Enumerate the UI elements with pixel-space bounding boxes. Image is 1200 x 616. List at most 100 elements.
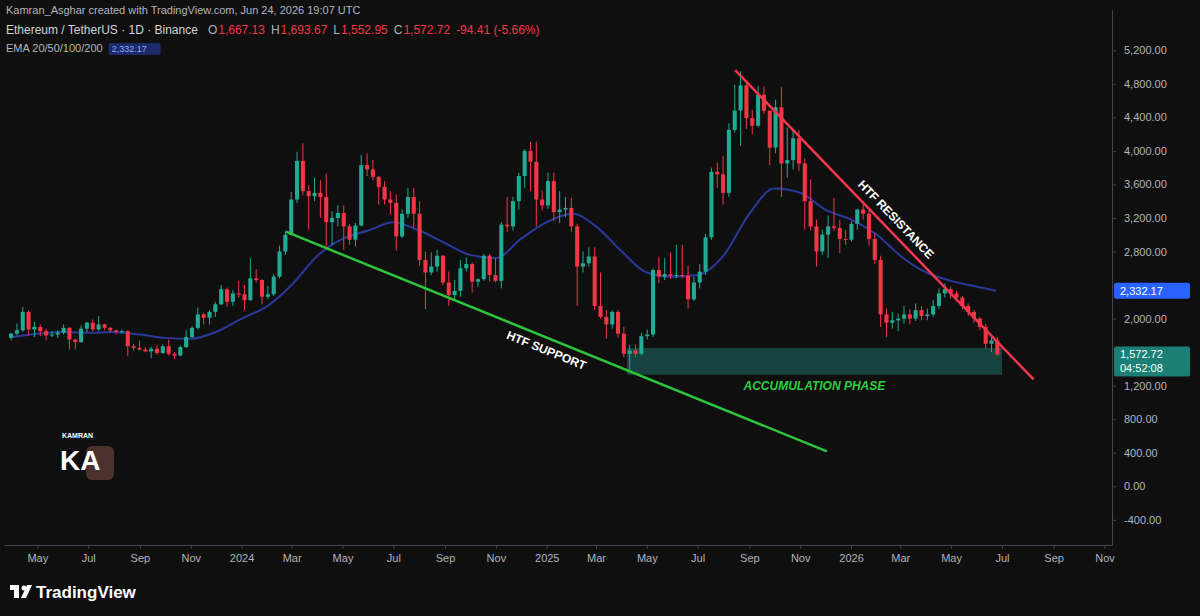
candle (488, 254, 492, 282)
candle (517, 173, 521, 210)
candle (709, 168, 713, 240)
y-tick: 0.00 (1112, 480, 1145, 492)
x-tick-mark (647, 545, 648, 549)
candle-body (616, 312, 620, 334)
y-tick-label: 4,800.00 (1124, 78, 1167, 90)
candle-body (523, 151, 527, 176)
y-tick: 800.00 (1112, 413, 1158, 425)
candle-body (686, 276, 690, 299)
candle-body (178, 347, 182, 355)
trend-line-label: HTF RESISTANCE (855, 178, 937, 262)
candle-body (62, 328, 66, 333)
x-tick-label: Mar (283, 552, 302, 564)
candle (178, 345, 182, 356)
candle (213, 302, 217, 317)
candle (38, 324, 42, 336)
candle (873, 233, 877, 264)
candle (890, 312, 894, 329)
x-tick: Sep (740, 545, 760, 564)
candle-body (744, 85, 748, 118)
candle-wick (682, 245, 683, 279)
candle-wick (145, 347, 146, 352)
watermark-main: KA (60, 445, 100, 476)
candle-body (213, 304, 217, 312)
x-tick-label: 2025 (535, 552, 559, 564)
y-tick-label: 800.00 (1124, 413, 1158, 425)
candle (102, 324, 106, 331)
candle (715, 163, 719, 188)
candle (132, 344, 136, 351)
x-tick-mark (140, 545, 141, 549)
x-tick: Sep (1044, 545, 1064, 564)
candle-body (102, 324, 106, 327)
candle-body (902, 314, 906, 318)
candle-body (849, 224, 853, 240)
trend-line-label: HTF SUPPORT (505, 328, 589, 373)
candle-body (715, 172, 719, 175)
x-tick-mark (342, 545, 343, 549)
x-tick-mark (1054, 545, 1055, 549)
countdown-label: 04:52:08 (1120, 362, 1163, 374)
candle (172, 352, 176, 359)
x-tick-label: Jul (995, 552, 1009, 564)
x-tick-label: Sep (436, 552, 456, 564)
x-tick: Mar (587, 545, 606, 564)
candle-body (50, 335, 54, 336)
candle-body (890, 320, 894, 323)
x-tick-mark (900, 545, 901, 549)
candle-body (167, 346, 171, 354)
y-tick-mark (1112, 520, 1116, 521)
background (0, 0, 1200, 616)
candle-body (803, 163, 807, 201)
x-tick: Nov (487, 545, 507, 564)
candle-body (388, 200, 392, 203)
candle (324, 174, 328, 247)
candle (937, 288, 941, 308)
x-axis-line (5, 545, 1113, 546)
candle (669, 252, 673, 279)
candle (56, 330, 60, 338)
candle (680, 245, 684, 279)
candle (744, 81, 748, 129)
footer-icon-slash (21, 585, 32, 598)
candle-body (680, 275, 684, 276)
candle (184, 330, 188, 348)
y-tick-label: 1,200.00 (1124, 380, 1167, 392)
candle (674, 245, 678, 279)
x-tick-label: Nov (1095, 552, 1115, 564)
x-tick-mark (242, 545, 243, 549)
candle (371, 160, 375, 180)
x-tick-label: Nov (487, 552, 507, 564)
candle-body (435, 256, 439, 267)
candle-wick (238, 281, 239, 298)
candle (67, 327, 71, 350)
candle-wick (332, 211, 333, 245)
candle-wick (676, 245, 677, 279)
candle (779, 87, 783, 197)
candle (464, 257, 468, 271)
candle (563, 197, 567, 217)
y-tick: 4,800.00 (1112, 78, 1167, 90)
candle (231, 290, 235, 306)
x-tick-mark (191, 545, 192, 549)
candle (283, 231, 287, 254)
candle (219, 285, 223, 305)
candle (155, 345, 159, 354)
y-tick-mark (1112, 84, 1116, 85)
candle-body (919, 310, 923, 316)
ohlc-value: 1,552.95 (341, 23, 388, 37)
x-tick: 2025 (535, 545, 559, 564)
candle-body (348, 226, 352, 239)
x-tick-label: Sep (740, 552, 760, 564)
candle (663, 258, 667, 280)
candle (50, 331, 54, 337)
candle (528, 142, 532, 191)
candle-body (365, 165, 369, 169)
indicator-value-box (109, 43, 161, 55)
footer-text: TradingView (36, 583, 137, 602)
candle (272, 274, 276, 296)
candle-body (272, 277, 276, 295)
candle-body (79, 329, 83, 342)
candle-wick (51, 331, 52, 337)
x-tick-label: Sep (1044, 552, 1064, 564)
